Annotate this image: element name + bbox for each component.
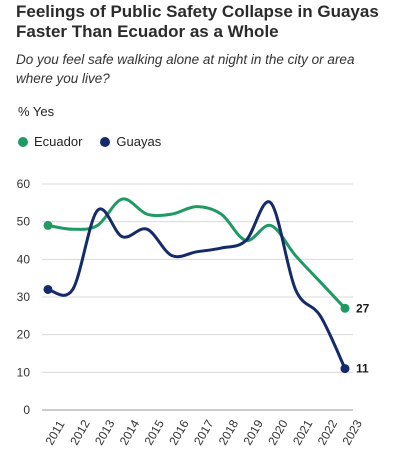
- chart-title: Feelings of Public Safety Collapse in Gu…: [16, 2, 379, 41]
- x-tick-label-2012: 2012: [67, 417, 93, 447]
- series-line-ecuador: [46, 197, 347, 310]
- x-tick-label-2022: 2022: [315, 417, 341, 447]
- legend: Ecuador Guayas: [18, 134, 179, 149]
- series-end-point-guayas: [340, 364, 350, 374]
- x-tick-label-2021: 2021: [290, 417, 316, 447]
- chart-subtitle: Do you feel safe walking alone at night …: [16, 52, 355, 86]
- legend-swatch-guayas: [100, 136, 111, 147]
- series-start-point-ecuador: [43, 220, 53, 230]
- series-start-point-guayas: [43, 284, 53, 294]
- y-tick-label-30: 30: [17, 290, 31, 304]
- series-end-point-ecuador: [340, 303, 350, 313]
- x-tick-label-2011: 2011: [42, 418, 67, 448]
- series-end-label-ecuador: 27: [356, 301, 370, 315]
- x-tick-label-2014: 2014: [117, 417, 143, 447]
- legend-label-guayas: Guayas: [116, 134, 162, 149]
- y-tick-label-50: 50: [17, 215, 31, 229]
- legend-item-guayas: Guayas: [100, 134, 161, 149]
- legend-item-ecuador: Ecuador: [18, 134, 82, 149]
- legend-label-ecuador: Ecuador: [34, 134, 83, 149]
- y-tick-label-40: 40: [17, 252, 31, 266]
- x-tick-label-2019: 2019: [240, 417, 266, 447]
- series-line-guayas: [46, 200, 347, 371]
- x-tick-label-2016: 2016: [166, 417, 192, 447]
- x-tick-label-2023: 2023: [339, 417, 365, 447]
- y-tick-label-10: 10: [17, 365, 31, 379]
- y-tick-label-20: 20: [17, 328, 31, 342]
- y-axis-label: % Yes: [18, 104, 55, 119]
- x-tick-label-2015: 2015: [141, 417, 167, 447]
- x-tick-label-2017: 2017: [191, 417, 217, 447]
- x-tick-label-2013: 2013: [92, 417, 118, 447]
- x-tick-label-2020: 2020: [265, 417, 291, 447]
- x-tick-label-2018: 2018: [216, 417, 242, 447]
- y-tick-label-0: 0: [23, 403, 30, 417]
- legend-swatch-ecuador: [18, 136, 28, 147]
- y-tick-label-60: 60: [17, 177, 31, 191]
- series-end-label-guayas: 11: [356, 362, 369, 376]
